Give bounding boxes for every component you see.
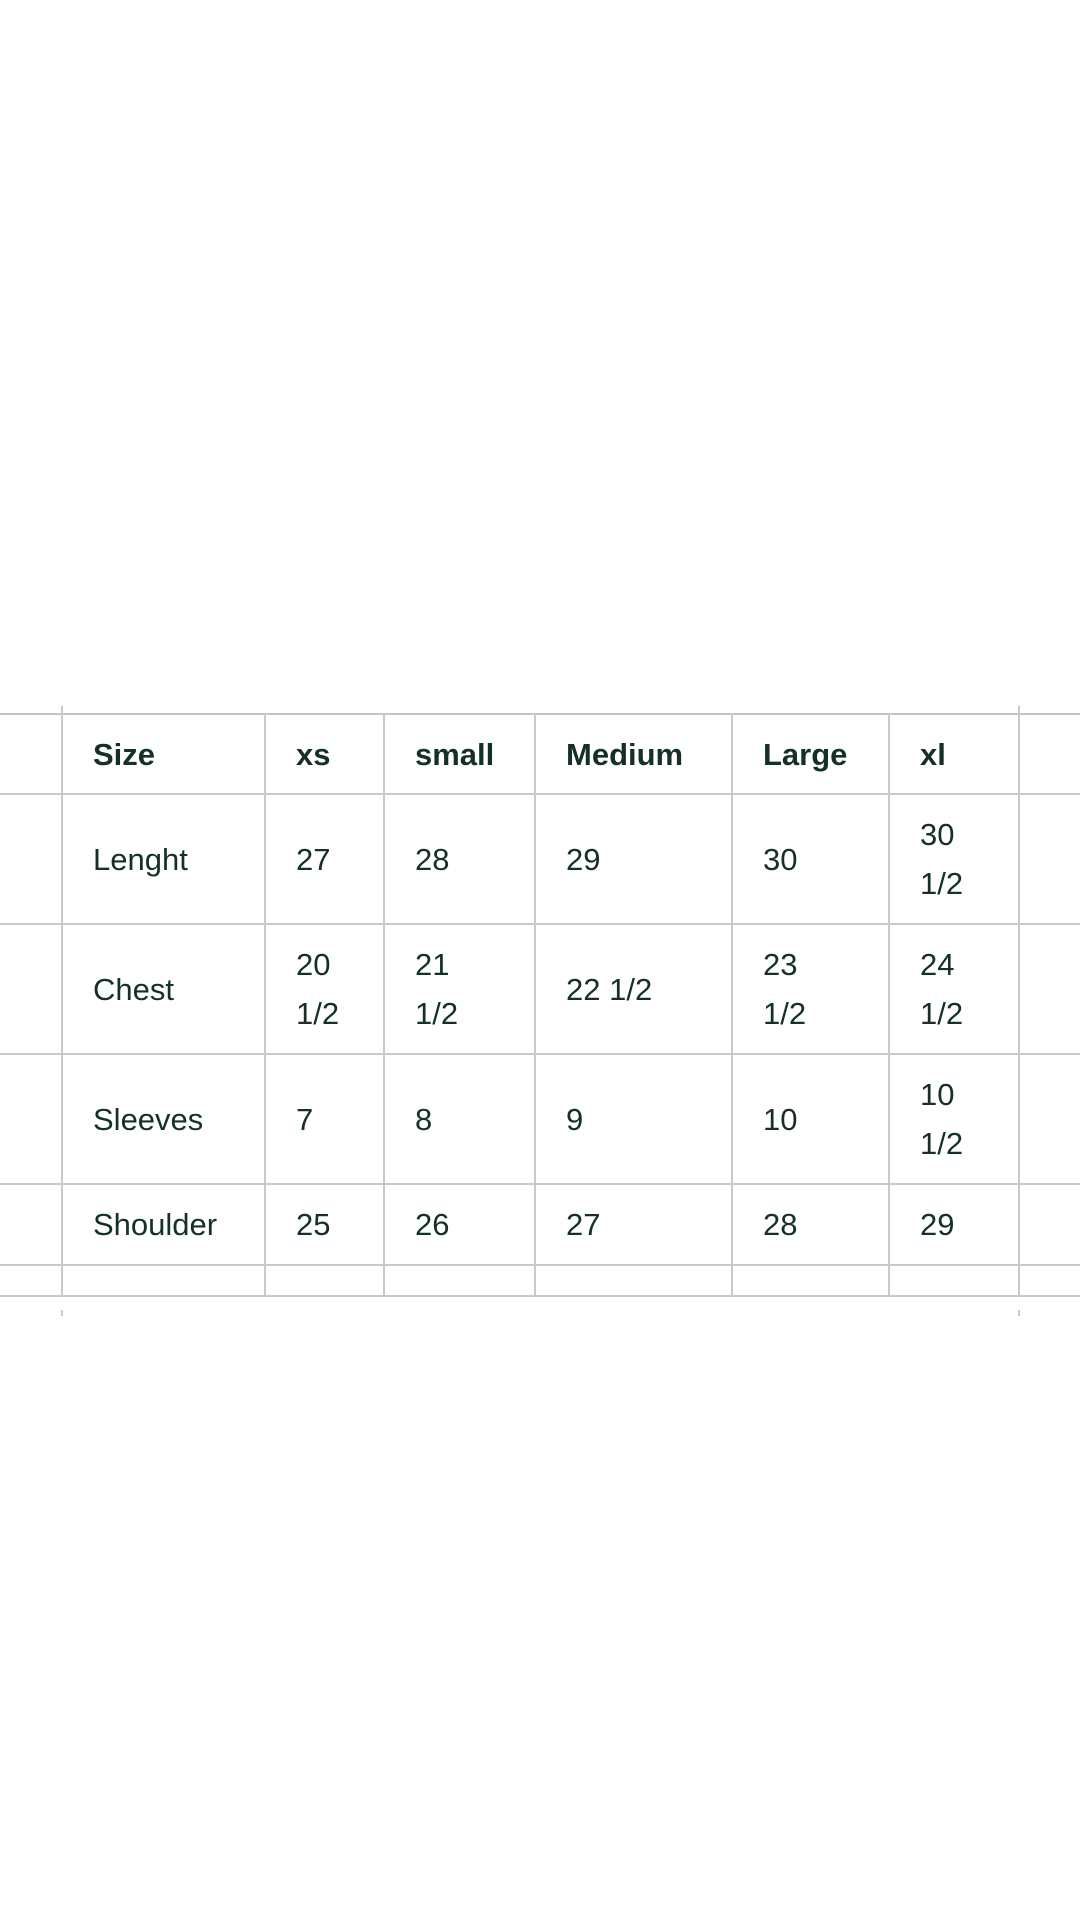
table-cell: 29 [888, 1183, 1020, 1266]
empty-cell [61, 1264, 266, 1297]
table-cell: 22 1/2 [534, 923, 733, 1055]
empty-cell [0, 1183, 63, 1266]
empty-cell [0, 923, 63, 1055]
table-cell: 28 [383, 793, 536, 925]
empty-cell [534, 1264, 733, 1297]
empty-cell [0, 1264, 63, 1297]
header-cell: Large [731, 713, 890, 795]
table-cell: 28 [731, 1183, 890, 1266]
table-cell: 29 [534, 793, 733, 925]
table-cell: 20 1/2 [264, 923, 385, 1055]
empty-cell [1018, 923, 1080, 1055]
row-label: Sleeves [61, 1053, 266, 1185]
table-row: Shoulder 25 26 27 28 29 [0, 1183, 1080, 1266]
row-label: Chest [61, 923, 266, 1055]
empty-cell [1018, 1264, 1080, 1297]
grid-tick [1018, 706, 1020, 714]
table-cell: 10 [731, 1053, 890, 1185]
empty-cell [0, 1053, 63, 1185]
empty-cell [383, 1264, 536, 1297]
size-chart-table: Size xs small Medium Large xl Lenght 27 … [0, 713, 1080, 1297]
table-row: Lenght 27 28 29 30 30 1/2 [0, 793, 1080, 925]
table-cell: 30 [731, 793, 890, 925]
header-cell: Medium [534, 713, 733, 795]
table-cell: 7 [264, 1053, 385, 1185]
grid-tick [61, 706, 63, 714]
grid-tick [1018, 1310, 1020, 1316]
table-cell: 27 [264, 793, 385, 925]
table-cell: 30 1/2 [888, 793, 1020, 925]
grid-tick [61, 1310, 63, 1316]
header-row: Size xs small Medium Large xl [0, 713, 1080, 795]
table-cell: 27 [534, 1183, 733, 1266]
table-row: Chest 20 1/2 21 1/2 22 1/2 23 1/2 24 1/2 [0, 923, 1080, 1055]
empty-row [0, 1264, 1080, 1297]
empty-cell [888, 1264, 1020, 1297]
empty-cell [1018, 1183, 1080, 1266]
header-cell: xs [264, 713, 385, 795]
row-label: Shoulder [61, 1183, 266, 1266]
empty-cell [1018, 1053, 1080, 1185]
empty-cell [0, 713, 63, 795]
table-cell: 8 [383, 1053, 536, 1185]
table-cell: 21 1/2 [383, 923, 536, 1055]
table-cell: 24 1/2 [888, 923, 1020, 1055]
header-cell: xl [888, 713, 1020, 795]
table-row: Sleeves 7 8 9 10 10 1/2 [0, 1053, 1080, 1185]
table-cell: 25 [264, 1183, 385, 1266]
empty-cell [1018, 713, 1080, 795]
empty-cell [1018, 793, 1080, 925]
header-cell: small [383, 713, 536, 795]
table-cell: 9 [534, 1053, 733, 1185]
header-cell: Size [61, 713, 266, 795]
empty-cell [731, 1264, 890, 1297]
empty-cell [264, 1264, 385, 1297]
row-label: Lenght [61, 793, 266, 925]
table-cell: 10 1/2 [888, 1053, 1020, 1185]
table-cell: 26 [383, 1183, 536, 1266]
empty-cell [0, 793, 63, 925]
table-cell: 23 1/2 [731, 923, 890, 1055]
